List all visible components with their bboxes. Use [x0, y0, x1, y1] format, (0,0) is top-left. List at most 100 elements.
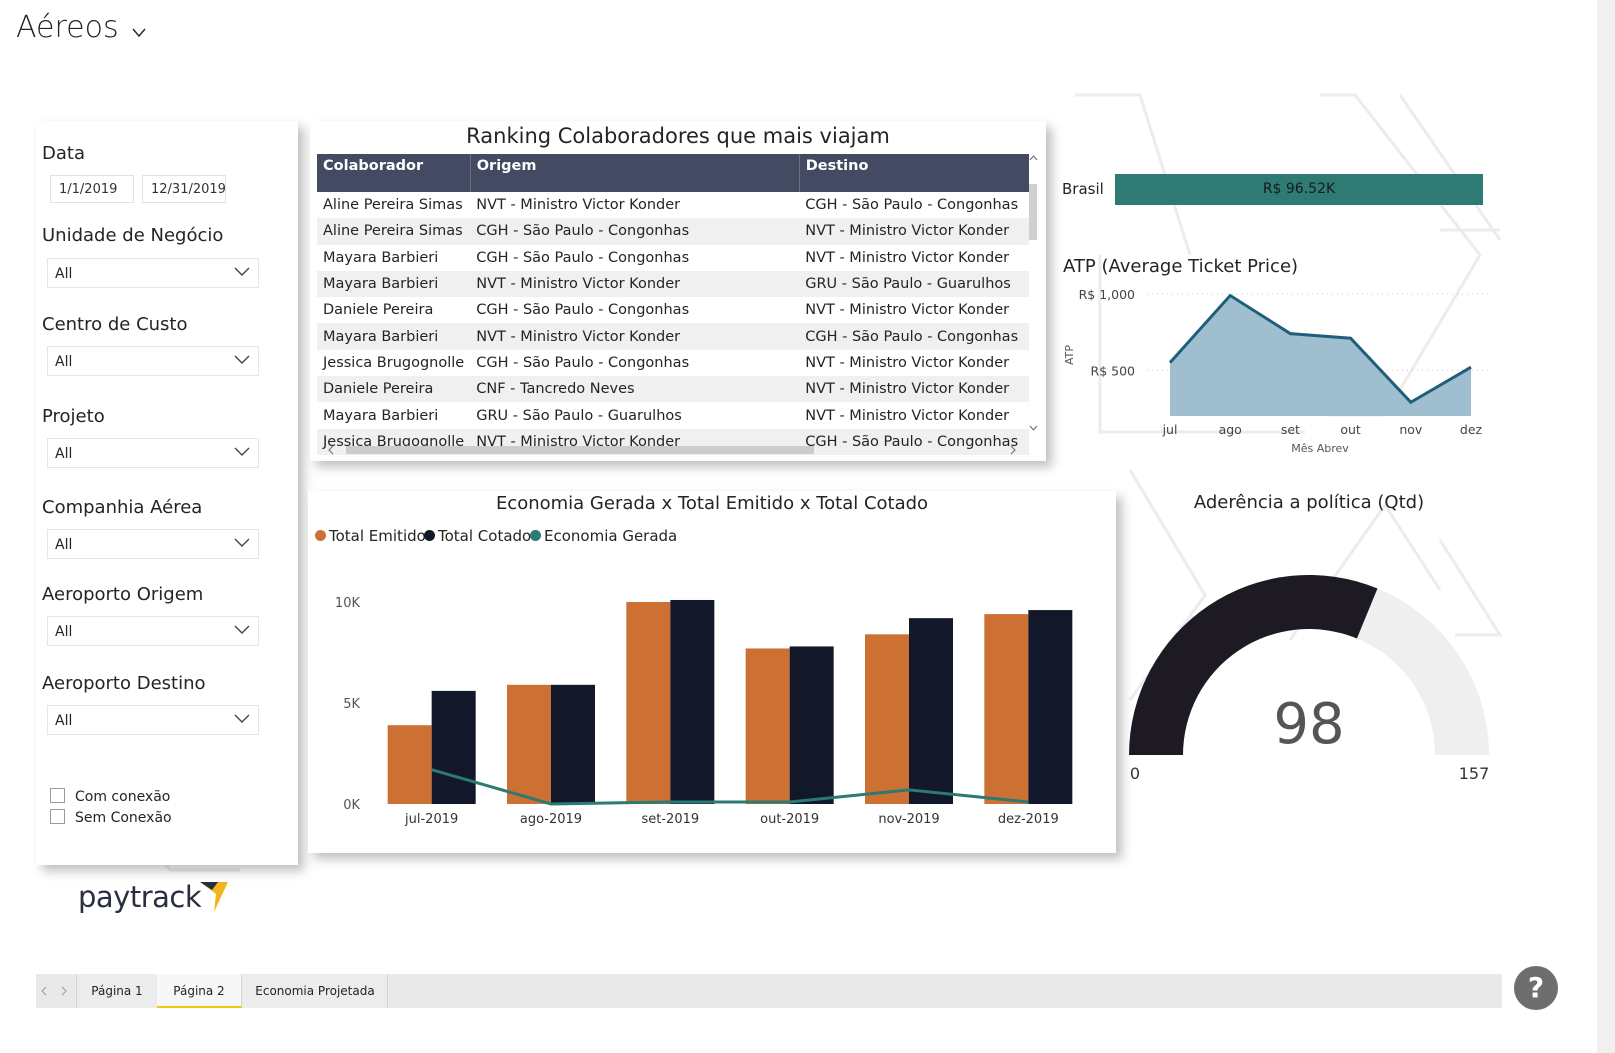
bar-total-emitido[interactable]	[745, 648, 790, 804]
business-unit-dropdown[interactable]: All	[47, 258, 259, 288]
table-row[interactable]: Mayara Barbieri GRU - São Paulo - Guarulh…	[317, 402, 1029, 428]
tab-scroll-right-icon[interactable]	[60, 986, 68, 996]
table-cell: Daniele Pereira	[323, 302, 434, 319]
checkbox-com-conexao[interactable]: Com conexão	[50, 788, 170, 805]
scroll-left-icon[interactable]	[326, 445, 336, 455]
page-tab-bar: Página 1 Página 2 Economia Projetada	[36, 974, 1502, 1008]
origin-airport-dropdown[interactable]: All	[47, 616, 259, 646]
column-header-colaborador[interactable]: Colaborador	[317, 154, 471, 192]
page-scrollbar[interactable]	[1597, 0, 1615, 1053]
table-row[interactable]: Daniele Pereira CGH - São Paulo - Congonh…	[317, 297, 1029, 323]
project-label: Projeto	[42, 406, 105, 427]
origin-airport-label: Aeroporto Origem	[42, 584, 204, 605]
economia-chart-title: Economia Gerada x Total Emitido x Total …	[495, 493, 929, 514]
atp-line[interactable]	[1168, 293, 1472, 405]
help-button[interactable]: ?	[1514, 966, 1558, 1010]
svg-text:paytrack: paytrack	[78, 880, 202, 914]
table-cell: Mayara Barbieri	[317, 270, 471, 298]
bar-total-emitido[interactable]	[626, 602, 671, 804]
chevron-down-icon	[234, 714, 250, 723]
adherence-gauge[interactable]: 98 0 157	[1120, 560, 1500, 790]
date-start-input[interactable]: 1/1/2019	[50, 175, 134, 203]
table-row[interactable]: Aline Pereira Simas CGH - São Paulo - Con…	[317, 218, 1029, 245]
bar-total-cotado[interactable]	[909, 618, 953, 804]
column-header-origem[interactable]: Origem	[469, 154, 800, 192]
chevron-down-icon[interactable]	[132, 28, 146, 38]
legend-label: Economia Gerada	[544, 527, 678, 545]
x-tick-label: nov	[1399, 422, 1423, 437]
tab-scroll-left-icon[interactable]	[40, 986, 48, 996]
table-row[interactable]: Mayara Barbieri NVT - Ministro Victor Kon…	[317, 270, 1029, 298]
legend-total-cotado[interactable]: Total Cotado	[424, 527, 531, 545]
gauge-fill[interactable]	[1129, 575, 1378, 755]
tab-economia-projetada[interactable]: Economia Projetada	[243, 974, 388, 1008]
y-tick-label: R$ 1,000	[1079, 287, 1135, 302]
table-cell: CGH - São Paulo - Congonhas	[799, 323, 1029, 350]
legend-economia-gerada[interactable]: Economia Gerada	[530, 527, 677, 545]
x-tick-label: out-2019	[760, 812, 819, 827]
table-cell: Mayara Barbieri	[317, 323, 471, 350]
table-cell: CGH - São Paulo - Congonhas	[476, 354, 690, 371]
table-cell: NVT - Ministro Victor Konder	[470, 270, 800, 298]
scroll-right-icon[interactable]	[1008, 445, 1018, 455]
chevron-down-icon	[234, 625, 250, 634]
y-tick-label: 0K	[343, 798, 360, 813]
table-cell: GRU - São Paulo - Guarulhos	[476, 407, 682, 424]
tab-pagina-2[interactable]: Página 2	[157, 974, 242, 1008]
table-row[interactable]: Aline Pereira Simas NVT - Ministro Victor…	[317, 192, 1029, 218]
x-tick-label: out	[1340, 422, 1361, 437]
line-economia-gerada[interactable]	[431, 768, 1029, 806]
column-header-destino[interactable]: Destino	[798, 154, 1029, 192]
y-axis-label: ATP	[1063, 345, 1076, 365]
checkbox-label: Com conexão	[75, 789, 171, 805]
table-cell: CGH - São Paulo - Congonhas	[805, 197, 1019, 214]
table-row[interactable]: Mayara Barbieri CGH - São Paulo - Congonh…	[317, 245, 1029, 271]
bar-total-cotado[interactable]	[431, 690, 476, 804]
dropdown-value: All	[55, 713, 73, 729]
bar-total-cotado[interactable]	[789, 646, 834, 804]
legend-total-emitido[interactable]: Total Emitido	[315, 527, 426, 545]
bar-total-emitido[interactable]	[507, 684, 551, 804]
table-cell: Aline Pereira Simas	[323, 197, 463, 214]
date-end-input[interactable]: 12/31/2019	[142, 175, 226, 203]
destination-airport-dropdown[interactable]: All	[47, 705, 259, 735]
x-tick-label: set-2019	[642, 812, 700, 827]
table-scroll-thumb[interactable]	[1029, 184, 1037, 240]
bar-total-cotado[interactable]	[551, 684, 595, 804]
atp-area[interactable]	[1170, 295, 1471, 416]
table-row[interactable]: Mayara Barbieri NVT - Ministro Victor Kon…	[317, 323, 1029, 350]
table-cell: Mayara Barbieri	[323, 407, 439, 424]
gauge-max-label: 157	[1459, 764, 1490, 783]
cost-center-dropdown[interactable]: All	[47, 346, 259, 376]
page-title: Aéreos	[16, 10, 119, 45]
table-horizontal-scroll-thumb[interactable]	[346, 446, 814, 454]
table-cell: Jessica Brugognolle	[323, 354, 465, 371]
tab-pagina-1[interactable]: Página 1	[76, 974, 158, 1008]
table-row[interactable]: Jessica Brugognolle CGH - São Paulo - Con…	[317, 350, 1029, 376]
bar-total-cotado[interactable]	[1028, 610, 1073, 804]
project-dropdown[interactable]: All	[47, 438, 259, 468]
table-cell: NVT - Ministro Victor Konder	[799, 218, 1029, 245]
economia-chart[interactable]: 0K 5K 10K jul-2019 ago-2019 set-2019 out-2019 n…	[308, 491, 1116, 853]
table-cell: Aline Pereira Simas	[317, 218, 471, 245]
table-cell: CGH - São Paulo - Congonhas	[470, 218, 800, 245]
legend-label: Total Cotado	[438, 527, 532, 545]
bar-total-cotado[interactable]	[670, 599, 715, 804]
atp-chart[interactable]: R$ 1,000 R$ 500 ATP jul ago set out nov dez Mês A…	[1055, 255, 1501, 460]
table-cell: CGH - São Paulo - Congonhas	[476, 249, 690, 266]
x-tick-label: jul	[1162, 422, 1178, 437]
dropdown-value: All	[55, 266, 73, 282]
bar-total-emitido[interactable]	[865, 634, 909, 804]
checkbox-box[interactable]	[50, 809, 65, 824]
bar-total-emitido[interactable]	[984, 614, 1029, 804]
checkbox-sem-conexao[interactable]: Sem Conexão	[50, 809, 172, 826]
cost-center-label: Centro de Custo	[42, 314, 188, 335]
table-row[interactable]: Daniele Pereira CNF - Tancredo Neves NVT -…	[317, 376, 1029, 403]
brasil-label: Brasil	[1062, 180, 1104, 198]
table-cell: NVT - Ministro Victor Konder	[805, 354, 1010, 371]
bar-total-emitido[interactable]	[387, 725, 432, 804]
brasil-bar[interactable]	[1115, 174, 1483, 205]
table-vertical-scrollbar[interactable]	[1029, 154, 1038, 439]
airline-dropdown[interactable]: All	[47, 529, 259, 559]
checkbox-box[interactable]	[50, 788, 65, 803]
